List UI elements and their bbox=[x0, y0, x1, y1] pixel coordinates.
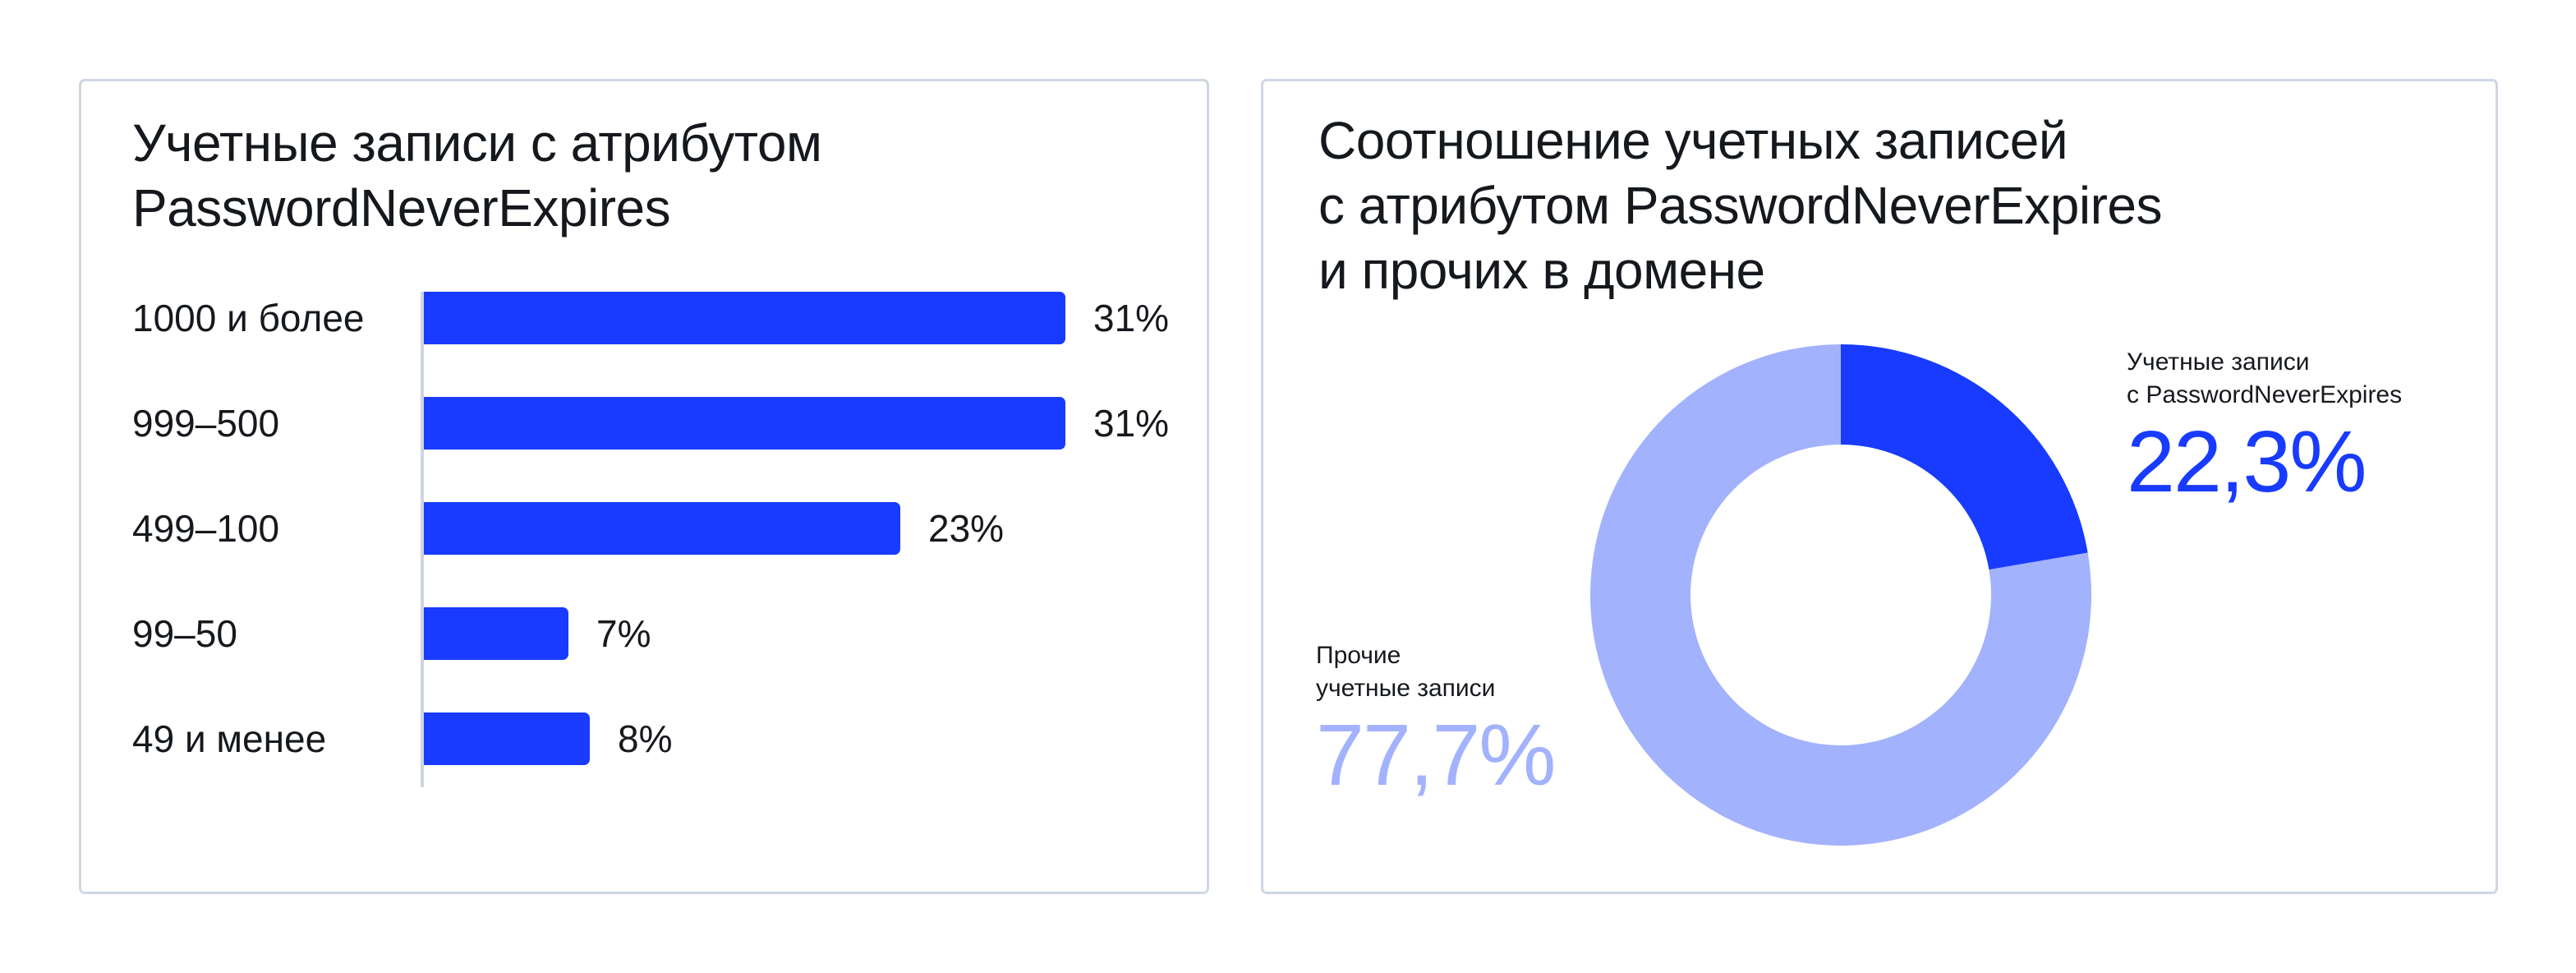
bar-row: 499–100 23% bbox=[81, 502, 1207, 555]
bar-value-label: 31% bbox=[1093, 297, 1170, 339]
bar-category-label: 1000 и более bbox=[132, 297, 365, 339]
legend-pne-caption: Учетные записи с PasswordNeverExpires bbox=[2127, 348, 2403, 408]
donut-chart-title: Соотношение учетных записей с атрибутом … bbox=[1318, 111, 2162, 300]
bar-row: 999–500 31% bbox=[81, 397, 1207, 450]
donut-chart bbox=[1590, 344, 2091, 846]
bar-value-label: 7% bbox=[596, 612, 651, 655]
bar bbox=[424, 712, 590, 765]
bar bbox=[424, 502, 900, 555]
bar-chart-axis bbox=[421, 292, 424, 787]
bar-row: 49 и менее 8% bbox=[81, 712, 1207, 765]
legend-other-caption: Прочие учетные записи bbox=[1316, 642, 1496, 702]
bar-category-label: 499–100 bbox=[132, 507, 280, 550]
bar-category-label: 999–500 bbox=[132, 402, 280, 445]
bar-category-label: 49 и менее bbox=[132, 717, 327, 760]
legend-pne-value: 22,3% bbox=[2127, 413, 2367, 510]
bar bbox=[424, 397, 1065, 450]
bar-chart-title: Учетные записи с атрибутом PasswordNever… bbox=[132, 113, 822, 237]
bar-value-label: 8% bbox=[618, 717, 673, 760]
donut-slice-password-never-expires bbox=[1841, 344, 2088, 570]
bar-row: 1000 и более 31% bbox=[81, 292, 1207, 344]
legend-password-never-expires: Учетные записи с PasswordNeverExpires 22… bbox=[2127, 346, 2402, 507]
legend-other-value: 77,7% bbox=[1316, 707, 1557, 804]
bar-value-label: 23% bbox=[928, 507, 1005, 550]
bar-category-label: 99–50 bbox=[132, 612, 237, 655]
legend-other-accounts: Прочие учетные записи 77,7% bbox=[1316, 639, 1557, 804]
donut-slice-other bbox=[1590, 344, 2091, 846]
bar-chart-card: Учетные записи с атрибутом PasswordNever… bbox=[79, 79, 1209, 894]
bar bbox=[424, 607, 568, 660]
bar bbox=[424, 292, 1065, 344]
donut-chart-card: Соотношение учетных записей с атрибутом … bbox=[1261, 79, 2498, 894]
bar-row: 99–50 7% bbox=[81, 607, 1207, 660]
bar-value-label: 31% bbox=[1093, 402, 1170, 445]
